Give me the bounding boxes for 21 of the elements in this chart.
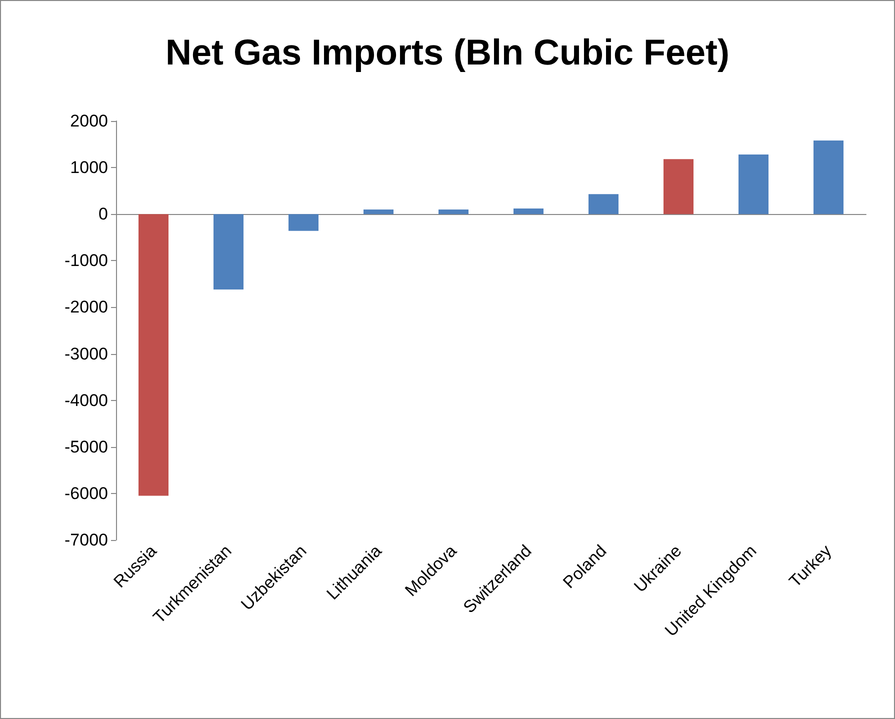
bar: [438, 209, 468, 214]
y-tick-label: -5000: [64, 437, 108, 456]
y-tick-label: -2000: [64, 298, 108, 317]
bar: [214, 214, 244, 290]
bar: [814, 140, 844, 214]
bar: [738, 154, 768, 214]
y-tick-label: -1000: [64, 251, 108, 270]
bar: [138, 214, 168, 496]
y-tick-label: -6000: [64, 484, 108, 503]
chart-title: Net Gas Imports (Bln Cubic Feet): [165, 32, 730, 72]
bar: [514, 208, 544, 214]
bar: [364, 209, 394, 214]
bar: [288, 214, 318, 231]
y-tick-label: -4000: [64, 390, 108, 410]
y-tick-label: 1000: [70, 158, 108, 178]
y-tick-label: 0: [98, 204, 108, 224]
y-tick-label: -7000: [64, 530, 108, 550]
bar: [664, 159, 694, 214]
y-tick-label: 2000: [70, 112, 108, 130]
y-tick-label: -3000: [64, 344, 108, 364]
bar: [588, 194, 618, 214]
